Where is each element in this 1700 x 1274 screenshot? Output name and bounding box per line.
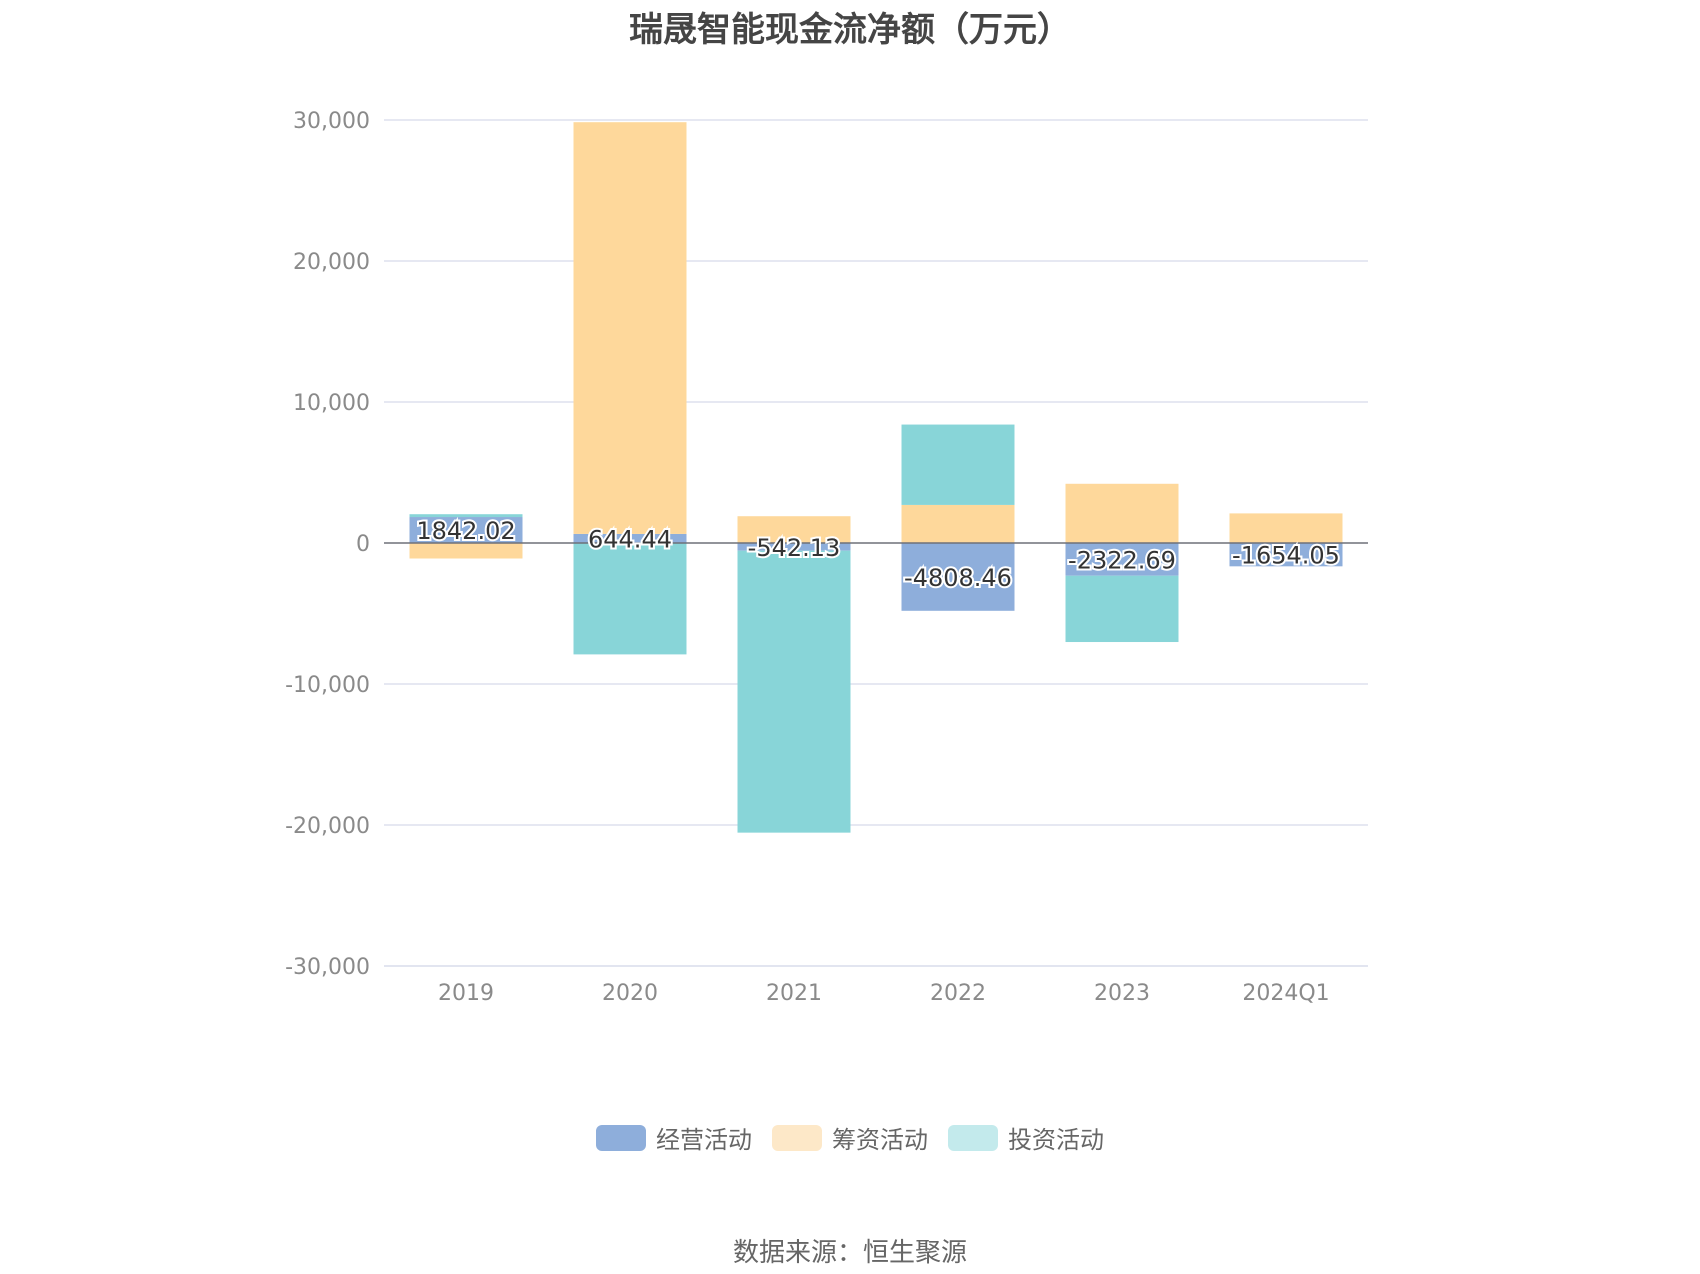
bar-segment [901, 543, 1015, 611]
legend-label: 经营活动 [656, 1126, 752, 1154]
legend-swatch [596, 1124, 646, 1151]
bar-segment [1229, 543, 1343, 567]
y-tick-label: -10,000 [285, 673, 370, 698]
y-tick-label: 0 [356, 532, 370, 557]
bar-segment [409, 514, 523, 518]
x-tick-label: 2023 [1094, 981, 1150, 1006]
bar-segment [409, 543, 523, 559]
y-tick-label: 20,000 [293, 250, 370, 275]
x-tick-label: 2020 [602, 981, 658, 1006]
bars [409, 122, 1343, 833]
axes: 30,000 20,000 10,000 0 -10,000 -20,000 -30,000… [285, 109, 1368, 1006]
bar-segment [737, 516, 851, 543]
source-note: 数据来源：恒生聚源 [732, 1238, 967, 1268]
legend: 经营活动 筹资活动 投资活动 [0, 1120, 1700, 1155]
bar-segment [1065, 543, 1179, 576]
data-label: 644.44 [588, 525, 672, 553]
x-tick-label: 2022 [930, 981, 986, 1006]
x-tick-label: 2019 [438, 981, 494, 1006]
data-labels: 1842.02 644.44 -542.13 -4808.46 -2322.69 -165… [414, 515, 1342, 594]
bar-segment [573, 122, 687, 534]
data-label: 1842.02 [416, 517, 515, 545]
bar-segment [1065, 483, 1179, 543]
x-tick-label: 2024Q1 [1242, 981, 1329, 1006]
bar-segment [1229, 513, 1343, 543]
data-label: -4808.46 [904, 564, 1012, 592]
bar-segment [1065, 575, 1179, 643]
data-label: -1654.05 [1232, 542, 1340, 570]
data-label: -2322.69 [1068, 546, 1176, 574]
bar-segment [409, 517, 523, 543]
legend-item[interactable]: 经营活动 [596, 1120, 752, 1155]
y-tick-label: 30,000 [293, 109, 370, 134]
legend-label: 筹资活动 [832, 1126, 928, 1154]
data-label: -542.13 [748, 534, 841, 562]
chart-title: 瑞晟智能现金流净额（万元） [629, 10, 1071, 50]
legend-label: 投资活动 [1008, 1126, 1104, 1154]
y-tick-label: 10,000 [293, 391, 370, 416]
bar-segment [737, 550, 851, 833]
bar-segment [573, 533, 687, 543]
legend-item[interactable]: 投资活动 [948, 1120, 1104, 1155]
y-tick-label: -30,000 [285, 955, 370, 980]
bar-segment [901, 424, 1015, 505]
x-tick-label: 2021 [766, 981, 822, 1006]
bar-chart: 30,000 20,000 10,000 0 -10,000 -20,000 -30,000… [285, 109, 1368, 1006]
bar-segment [737, 543, 851, 551]
legend-item[interactable]: 筹资活动 [772, 1120, 928, 1155]
y-tick-label: -20,000 [285, 814, 370, 839]
bar-segment [573, 543, 687, 655]
legend-swatch [772, 1124, 822, 1151]
legend-swatch [948, 1124, 998, 1151]
bar-segment [901, 504, 1015, 543]
